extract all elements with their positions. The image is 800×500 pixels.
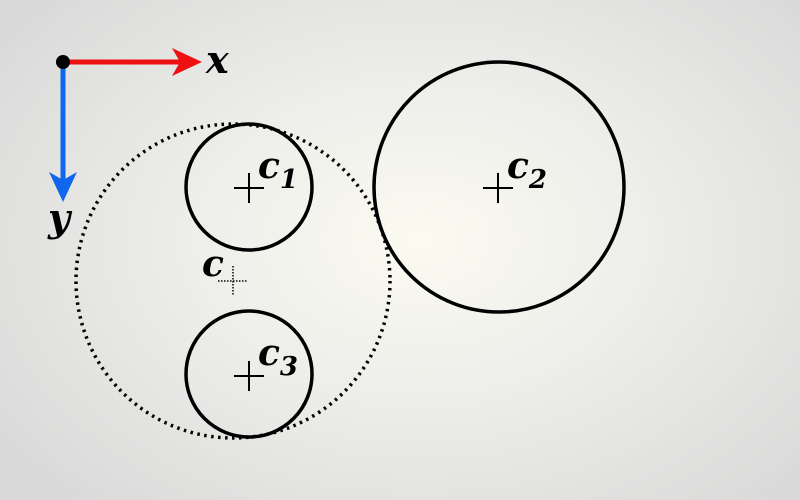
circle-c2: c2	[372, 60, 626, 314]
circle-c1-outline	[184, 122, 314, 252]
circle-c-outline	[74, 122, 392, 440]
circle-c1-center-cross	[234, 173, 264, 203]
axes-origin-dot	[56, 55, 70, 69]
y-axis-label: y	[47, 195, 73, 240]
circle-c-letter: c	[202, 243, 224, 285]
circle-c1: c1	[184, 122, 314, 252]
circle-c3-center-cross	[234, 361, 264, 391]
circle-c2-outline	[372, 60, 626, 314]
enclosing-circle-c: c	[74, 122, 392, 440]
circle-c1-label: c1	[258, 145, 298, 195]
circle-c3: c3	[184, 309, 314, 439]
coordinate-axes: x y	[47, 37, 230, 240]
circle-c3-outline	[184, 309, 314, 439]
circle-c1-subscript: 1	[280, 165, 298, 195]
circle-c3-letter: c	[258, 332, 280, 374]
x-axis-arrow-head	[172, 48, 202, 76]
circle-c3-label: c3	[258, 332, 298, 382]
circle-c3-subscript: 3	[280, 352, 298, 382]
circle-c2-letter: c	[507, 145, 529, 187]
x-axis-label: x	[205, 37, 230, 82]
circle-c-label: c	[202, 243, 224, 285]
circle-c2-subscript: 2	[528, 165, 547, 195]
circle-c-center-cross	[218, 266, 248, 296]
y-axis-arrow-head	[49, 172, 77, 202]
circle-c2-label: c2	[507, 145, 547, 195]
circle-c1-letter: c	[258, 145, 280, 187]
circle-c2-center-cross	[483, 173, 513, 203]
